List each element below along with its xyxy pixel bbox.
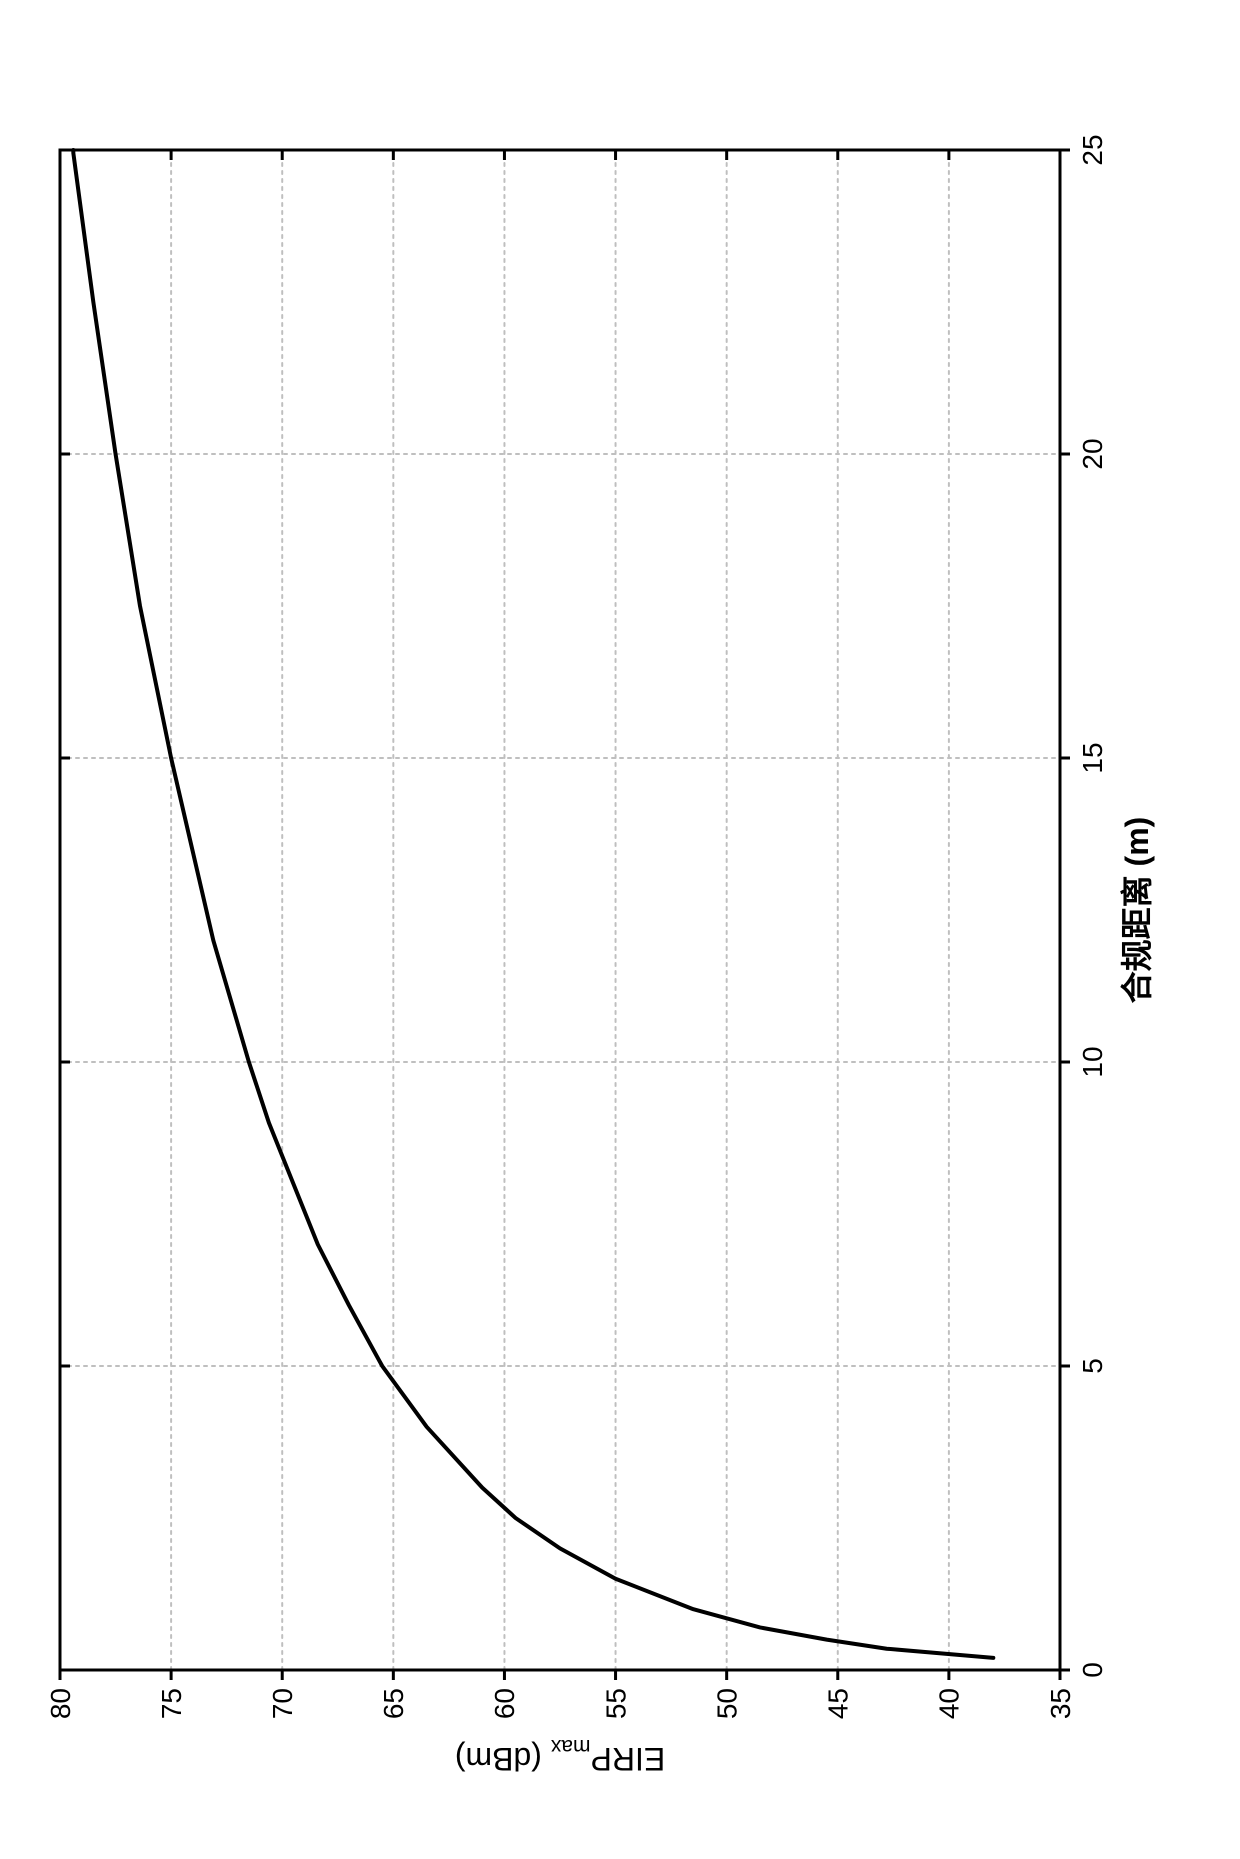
chart-container: 0 5 10 15 20 25 35 40 45 50 55 60 65 70 75 80 合规距离 (m) EI… [30, 50, 1210, 1810]
svg-text:5: 5 [1077, 1358, 1108, 1374]
svg-text:35: 35 [1045, 1688, 1076, 1719]
svg-text:45: 45 [823, 1688, 854, 1719]
svg-text:50: 50 [711, 1688, 742, 1719]
svg-text:0: 0 [1077, 1662, 1108, 1678]
svg-text:60: 60 [489, 1688, 520, 1719]
svg-text:70: 70 [267, 1688, 298, 1719]
svg-text:20: 20 [1077, 438, 1108, 469]
page: 0 5 10 15 20 25 35 40 45 50 55 60 65 70 75 80 合规距离 (m) EI… [0, 0, 1240, 1859]
svg-text:10: 10 [1077, 1046, 1108, 1077]
svg-text:40: 40 [934, 1688, 965, 1719]
svg-text:75: 75 [156, 1688, 187, 1719]
eirp-line-chart: 0 5 10 15 20 25 35 40 45 50 55 60 65 70 75 80 合规距离 (m) EI… [30, 50, 1210, 1810]
svg-text:EIRPmax (dBm): EIRPmax (dBm) [455, 1735, 665, 1777]
svg-text:55: 55 [600, 1688, 631, 1719]
svg-text:25: 25 [1077, 134, 1108, 165]
svg-text:80: 80 [45, 1688, 76, 1719]
svg-text:15: 15 [1077, 742, 1108, 773]
svg-text:65: 65 [378, 1688, 409, 1719]
svg-text:合规距离 (m): 合规距离 (m) [1119, 816, 1155, 1003]
